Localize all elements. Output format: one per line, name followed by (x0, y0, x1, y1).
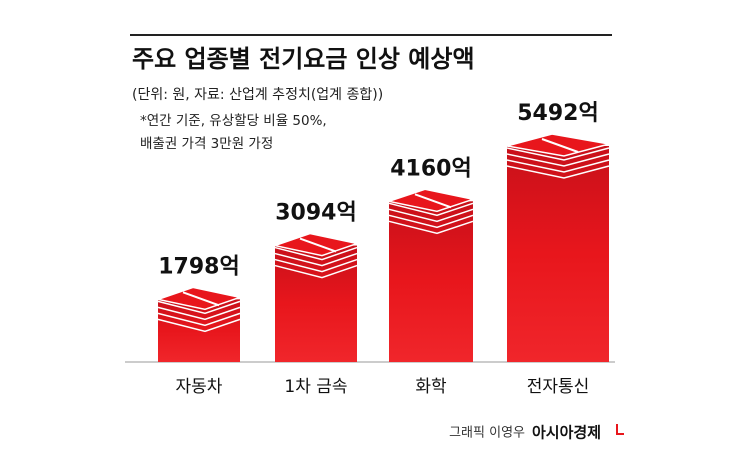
stack-layer (388, 208, 474, 223)
x-tick-label: 자동차 (176, 377, 223, 397)
value-label: 1798억 (158, 254, 239, 279)
source: 아시아경제 (532, 424, 601, 442)
stack-layer (506, 159, 610, 173)
x-tick-label: 화학 (415, 377, 447, 397)
chart-title: 주요 업종별 전기요금 인상 예상액 (132, 45, 475, 73)
bar (158, 299, 240, 362)
stack-layer (388, 202, 474, 217)
stack-layer (388, 220, 474, 235)
stack-band (182, 291, 220, 307)
x-tick-label: 1차 금속 (284, 377, 347, 397)
subtitle: (단위: 원, 자료: 산업계 추정치(업계 종합)) (132, 87, 383, 103)
source-mark (616, 424, 624, 435)
stack-band (414, 193, 452, 209)
bar (507, 146, 609, 362)
value-label: 5492억 (517, 101, 598, 126)
value-label: 3094억 (275, 201, 356, 226)
x-tick-label: 전자통신 (527, 377, 590, 397)
stack-layer (506, 165, 610, 179)
bar (389, 201, 473, 362)
stack-layer (157, 318, 241, 333)
stack-layer (157, 300, 241, 315)
stack-layer (157, 312, 241, 327)
note: 배출권 가격 3만원 가정 (140, 136, 273, 152)
stack-layer (157, 306, 241, 321)
credit: 그래픽 이영우 (449, 426, 525, 441)
stack-layer (388, 214, 474, 229)
stack-band (299, 237, 337, 253)
stack-band (541, 138, 579, 153)
stack-layer (506, 147, 610, 161)
note: *연간 기준, 유상할당 비율 50%, (140, 113, 327, 129)
stack-layer (506, 153, 610, 167)
stack-layer (274, 264, 358, 279)
stack-layer (274, 246, 358, 261)
stack-layer (274, 252, 358, 267)
value-label: 4160억 (390, 156, 471, 181)
stack-layer (274, 258, 358, 273)
